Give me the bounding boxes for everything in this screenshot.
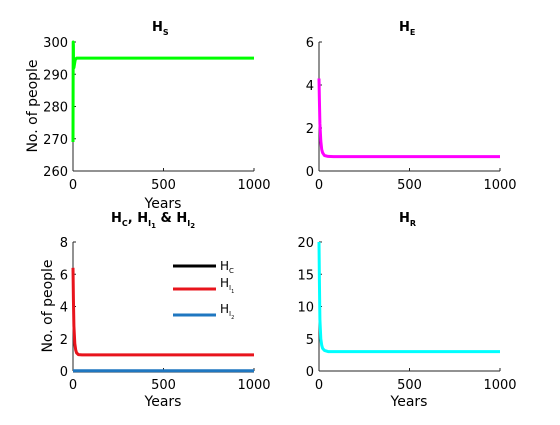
- y-tick-label: 2: [60, 333, 68, 348]
- y-tick-label: 20: [297, 236, 314, 251]
- y-tick-label: 290: [43, 68, 68, 83]
- y-tick-label: 0: [306, 365, 314, 380]
- series-line-series: [319, 242, 500, 352]
- x-axis-label: Years: [144, 394, 182, 410]
- y-tick-label: 0: [306, 165, 314, 180]
- panel-hs: HS No. of people Years 0 500 1000 260 270 280…: [25, 20, 271, 212]
- y-tick-label: 8: [60, 236, 68, 251]
- x-tick-label: 500: [151, 378, 176, 393]
- panel-hc-hi1-hi2: HC, HI1 & HI2 No. of people Years HC HI1…: [40, 211, 271, 410]
- legend-label-hi2: HI2: [220, 302, 234, 321]
- x-axis-label: Years: [390, 394, 428, 410]
- panel-title: HE: [399, 20, 415, 37]
- y-tick-label: 2: [306, 122, 314, 137]
- legend-label-hi1: HI1: [220, 276, 234, 295]
- y-tick-label: 0: [60, 365, 68, 380]
- y-tick-label: 300: [43, 36, 68, 51]
- panel-title: HC, HI1 & HI2: [111, 211, 195, 230]
- x-tick-label: 0: [315, 178, 323, 193]
- panel-title: HR: [399, 211, 416, 228]
- x-tick-label: 500: [151, 178, 176, 193]
- y-tick-label: 15: [297, 268, 314, 283]
- x-tick-label: 0: [69, 178, 77, 193]
- y-tick-label: 280: [43, 101, 68, 116]
- x-axis-label: Years: [144, 196, 182, 212]
- y-tick-label: 260: [43, 165, 68, 180]
- x-tick-label: 0: [315, 378, 323, 393]
- x-tick-label: 1000: [483, 178, 516, 193]
- y-tick-label: 5: [306, 333, 314, 348]
- y-tick-label: 4: [306, 79, 314, 94]
- x-tick-label: 1000: [237, 378, 270, 393]
- panel-title: HS: [152, 20, 169, 37]
- y-tick-label: 270: [43, 133, 68, 148]
- x-tick-label: 1000: [237, 178, 270, 193]
- x-tick-label: 0: [69, 378, 77, 393]
- y-tick-label: 4: [60, 301, 68, 316]
- legend-label-hc: HC: [220, 259, 234, 275]
- y-axis-label: No. of people: [25, 59, 41, 152]
- y-tick-label: 6: [306, 36, 314, 51]
- series-line-series: [319, 79, 500, 157]
- panel-he: HE 0 500 1000 0 2 4 6: [306, 20, 517, 193]
- y-axis-label: No. of people: [40, 259, 56, 352]
- panel-hr: HR Years 0 500 1000 0 5 10 15 20: [297, 211, 516, 410]
- legend: HC HI1 HI2: [173, 259, 234, 321]
- x-tick-label: 1000: [483, 378, 516, 393]
- series-line-series: [73, 42, 254, 142]
- x-tick-label: 500: [397, 378, 422, 393]
- x-tick-label: 500: [397, 178, 422, 193]
- y-tick-label: 6: [60, 268, 68, 283]
- y-tick-label: 10: [297, 301, 314, 316]
